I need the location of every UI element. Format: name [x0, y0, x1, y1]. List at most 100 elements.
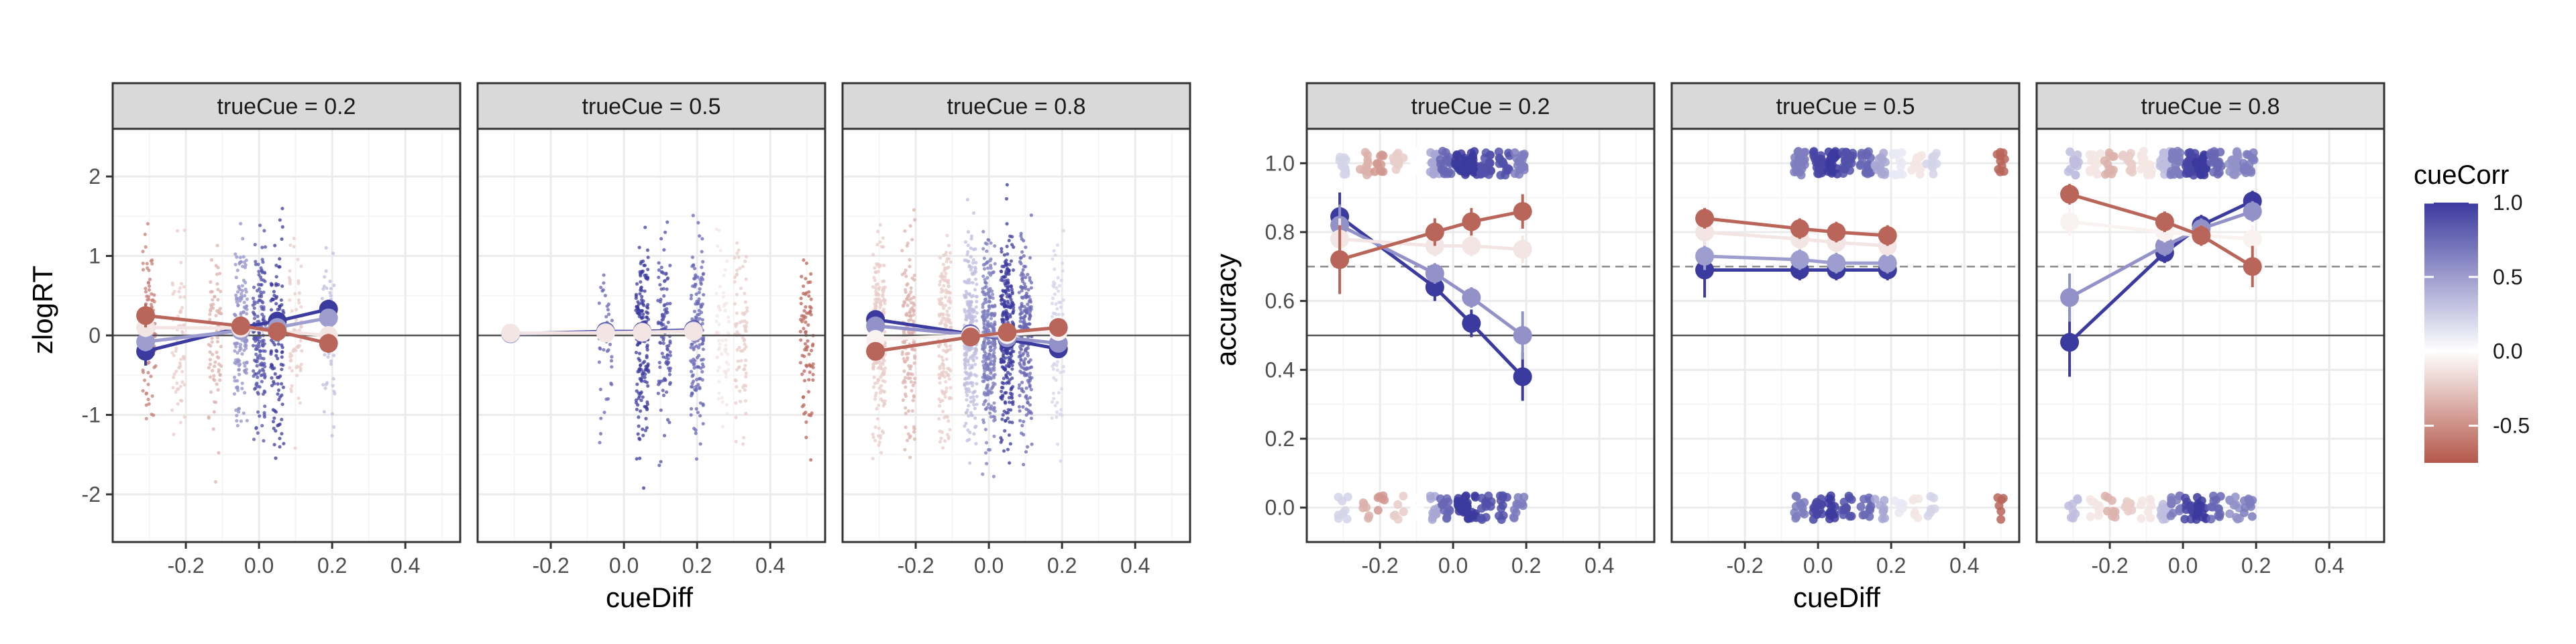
raw-point: [717, 322, 721, 327]
x-tick-label: 0.2: [1876, 553, 1906, 578]
raw-point: [279, 362, 283, 366]
facet-strip: [2035, 82, 2385, 130]
raw-point: [804, 435, 808, 439]
raw-point: [332, 354, 336, 358]
raw-point: [1917, 151, 1926, 160]
raw-point: [1004, 197, 1009, 201]
raw-point: [1006, 311, 1010, 315]
raw-point: [941, 358, 945, 362]
raw-point: [274, 283, 278, 287]
raw-point: [1373, 159, 1382, 168]
raw-point: [1000, 297, 1004, 301]
raw-point: [947, 367, 951, 371]
raw-point: [971, 394, 975, 398]
raw-point: [254, 352, 258, 356]
raw-point: [802, 258, 806, 262]
raw-point: [723, 347, 727, 352]
raw-point: [981, 286, 985, 290]
series-point: [1878, 226, 1897, 246]
raw-point: [290, 369, 294, 373]
raw-point: [661, 341, 665, 345]
raw-point: [262, 415, 267, 419]
raw-point: [259, 356, 264, 360]
raw-point: [664, 390, 669, 394]
raw-point: [635, 407, 639, 411]
raw-point: [1021, 268, 1025, 272]
raw-point: [992, 401, 996, 405]
raw-point: [1910, 494, 1919, 503]
raw-point: [965, 439, 969, 443]
raw-point: [276, 388, 281, 392]
raw-point: [1464, 514, 1473, 523]
raw-point: [1057, 284, 1062, 288]
raw-point: [1055, 442, 1060, 446]
raw-point: [2229, 170, 2238, 179]
raw-point: [871, 432, 875, 436]
raw-point: [668, 350, 672, 354]
raw-point: [804, 420, 808, 424]
raw-point: [990, 311, 994, 315]
raw-point: [690, 264, 694, 268]
raw-point: [904, 406, 908, 410]
raw-point: [804, 330, 808, 335]
raw-point: [904, 394, 908, 398]
x-tick-label: 0.0: [1438, 553, 1468, 578]
raw-point: [641, 395, 645, 399]
raw-point: [237, 348, 241, 352]
raw-point: [697, 290, 701, 294]
raw-point: [300, 349, 304, 353]
raw-point: [987, 357, 991, 361]
raw-point: [2100, 491, 2110, 500]
raw-point: [260, 313, 264, 317]
raw-point: [904, 385, 908, 389]
raw-point: [970, 413, 974, 417]
raw-point: [909, 307, 913, 311]
raw-point: [912, 427, 916, 431]
raw-point: [252, 300, 256, 304]
raw-point: [2090, 164, 2100, 173]
raw-point: [872, 375, 876, 380]
raw-point: [802, 394, 806, 399]
raw-point: [261, 260, 265, 264]
raw-point: [233, 262, 237, 266]
raw-point: [235, 300, 239, 305]
raw-point: [974, 347, 978, 352]
raw-point: [1018, 409, 1022, 413]
raw-point: [666, 357, 670, 361]
raw-point: [1455, 503, 1464, 513]
raw-point: [904, 290, 908, 294]
raw-point: [873, 306, 878, 310]
raw-point: [967, 292, 971, 296]
series-line: [2069, 220, 2253, 241]
raw-point: [661, 323, 665, 327]
raw-point: [910, 347, 914, 352]
raw-point: [263, 376, 267, 380]
raw-point: [701, 422, 705, 426]
raw-point: [332, 389, 336, 394]
raw-point: [667, 372, 672, 376]
raw-point: [217, 272, 222, 276]
raw-point: [692, 379, 696, 384]
raw-point: [263, 405, 267, 409]
raw-point: [597, 301, 601, 305]
raw-point: [262, 278, 266, 282]
raw-point: [149, 374, 153, 378]
raw-point: [1865, 512, 1874, 521]
raw-point: [235, 351, 239, 355]
raw-point: [975, 356, 979, 360]
raw-point: [665, 344, 669, 348]
raw-point: [981, 310, 985, 314]
raw-point: [1026, 400, 1030, 405]
raw-point: [873, 397, 877, 401]
raw-point: [1018, 394, 1022, 398]
raw-point: [693, 284, 697, 288]
raw-point: [722, 304, 726, 309]
raw-point: [1051, 257, 1055, 261]
raw-point: [1487, 166, 1496, 176]
raw-point: [141, 370, 146, 374]
raw-point: [724, 343, 728, 347]
raw-point: [643, 429, 647, 433]
raw-point: [274, 264, 278, 268]
raw-point: [717, 391, 721, 395]
raw-point: [324, 269, 328, 273]
